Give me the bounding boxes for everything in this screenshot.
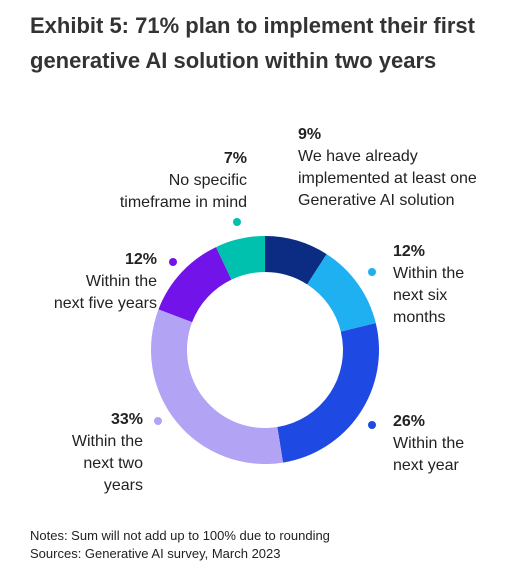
leader-dot — [169, 258, 177, 266]
note: Sources: Generative AI survey, March 202… — [30, 546, 281, 561]
segment-label: 33% Within the next two years — [13, 409, 143, 497]
category-label: Within the next five years — [53, 273, 157, 312]
note: Notes: Sum will not add up to 100% due t… — [30, 528, 330, 543]
segment-label: 26% Within the next year — [393, 411, 513, 477]
segment-label: 7% No specific timeframe in mind — [97, 148, 247, 214]
value-label: 12% — [124, 251, 157, 268]
category-label: No specific timeframe in mind — [119, 172, 247, 211]
leader-dot — [368, 421, 376, 429]
leader-dot — [368, 268, 376, 276]
category-label: Within the next two years — [71, 433, 143, 494]
value-label: 33% — [110, 411, 143, 428]
donut-segment — [158, 247, 232, 323]
value-label: 7% — [223, 150, 247, 167]
category-label: Within the next six months — [393, 265, 465, 326]
donut-segment — [277, 323, 379, 463]
category-label: We have already implemented at least one… — [298, 148, 477, 209]
leader-dot — [233, 218, 241, 226]
donut-segment — [216, 236, 265, 280]
donut-segment — [265, 236, 327, 285]
donut-segment — [151, 309, 284, 464]
value-label: 12% — [393, 243, 426, 260]
category-label: Within the next year — [393, 435, 465, 474]
chart-title: Exhibit 5: 71% plan to implement their f… — [30, 13, 475, 73]
leader-dot — [154, 417, 162, 425]
donut-segment — [307, 254, 376, 332]
segment-label: 9% We have already implemented at least o… — [298, 124, 518, 212]
value-label: 9% — [298, 126, 322, 143]
segment-label: 12% Within the next six months — [393, 241, 513, 329]
value-label: 26% — [393, 413, 426, 430]
segment-label: 12% Within the next five years — [17, 249, 157, 315]
